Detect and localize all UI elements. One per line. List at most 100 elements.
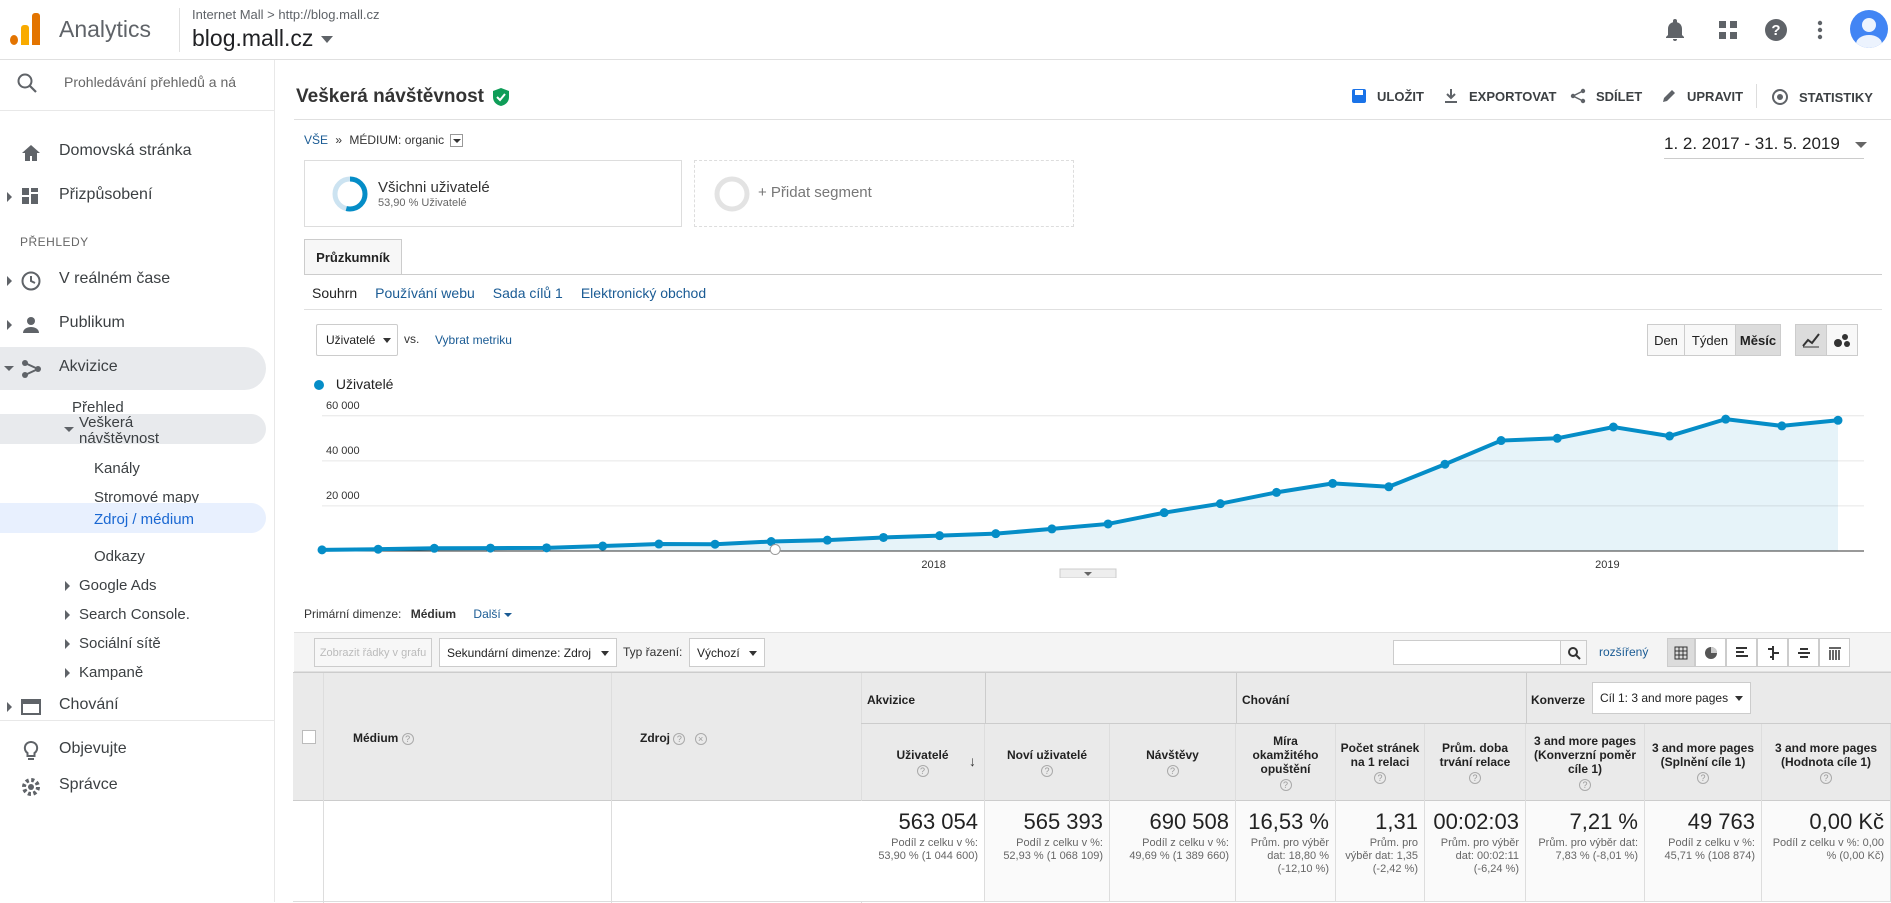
data-point[interactable] xyxy=(935,531,945,541)
bell-icon[interactable] xyxy=(1661,16,1689,44)
data-point[interactable] xyxy=(1328,478,1338,488)
help-icon[interactable]: ? xyxy=(1820,772,1832,784)
table-search-input[interactable] xyxy=(1393,640,1561,665)
advanced-filter-link[interactable]: rozšířený xyxy=(1599,645,1649,659)
col-header-metric[interactable]: Počet stránek na 1 relaci? xyxy=(1336,724,1425,801)
sidebar-item-home[interactable]: Domovská stránka xyxy=(0,142,266,166)
comparison-view-icon[interactable] xyxy=(1757,638,1788,667)
data-point[interactable] xyxy=(766,537,776,547)
filter-all-link[interactable]: VŠE xyxy=(304,133,329,147)
goal-select[interactable]: Cíl 1: 3 and more pages xyxy=(1592,682,1751,714)
sidebar-item-behavior[interactable]: Chování xyxy=(0,696,266,720)
segment-all-users[interactable]: Všichni uživatelé 53,90 % Uživatelé xyxy=(304,160,682,227)
primary-dimension-medium[interactable]: Médium xyxy=(410,607,457,621)
share-button[interactable]: SDÍLET xyxy=(1570,88,1642,104)
line-chart-toggle[interactable] xyxy=(1795,324,1827,356)
data-point[interactable] xyxy=(1103,519,1113,529)
data-point[interactable] xyxy=(1047,524,1057,534)
edit-button[interactable]: UPRAVIT xyxy=(1661,88,1743,104)
secondary-dimension-select[interactable]: Sekundární dimenze: Zdroj xyxy=(439,638,617,667)
col-header-metric[interactable]: 3 and more pages (Splnění cíle 1)? xyxy=(1645,724,1762,801)
interval-week-button[interactable]: Týden xyxy=(1684,324,1736,356)
data-point[interactable] xyxy=(878,532,888,542)
data-point[interactable] xyxy=(1608,422,1618,432)
col-header-metric[interactable]: Uživatelé? ↓ xyxy=(861,724,985,801)
sidebar-item-customization[interactable]: Přizpůsobení xyxy=(0,186,266,210)
metric-select[interactable]: Uživatelé xyxy=(316,324,398,356)
term-cloud-view-icon[interactable] xyxy=(1788,638,1819,667)
remove-dimension-icon[interactable]: × xyxy=(694,732,707,745)
help-icon[interactable]: ? xyxy=(1697,772,1709,784)
data-point[interactable] xyxy=(1833,415,1843,425)
data-point[interactable] xyxy=(373,544,383,554)
help-icon[interactable]: ? xyxy=(1579,779,1591,791)
select-metric-link[interactable]: Vybrat metriku xyxy=(435,333,512,347)
interval-day-button[interactable]: Den xyxy=(1647,324,1685,356)
data-point[interactable] xyxy=(1496,436,1506,446)
performance-view-icon[interactable] xyxy=(1726,638,1757,667)
data-point[interactable] xyxy=(991,529,1001,539)
data-point[interactable] xyxy=(1384,482,1394,492)
annotation-icon[interactable] xyxy=(769,544,781,556)
help-icon[interactable]: ? xyxy=(1374,772,1386,784)
motion-chart-toggle[interactable] xyxy=(1826,324,1858,356)
search-input[interactable]: Prohledávání přehledů a ná xyxy=(64,74,237,90)
data-point[interactable] xyxy=(1440,459,1450,469)
data-point[interactable] xyxy=(1272,487,1282,497)
col-header-metric[interactable]: 3 and more pages (Hodnota cíle 1)? xyxy=(1762,724,1891,801)
col-header-metric[interactable]: 3 and more pages (Konverzní poměr cíle 1… xyxy=(1526,724,1645,801)
sidebar-item-realtime[interactable]: V reálném čase xyxy=(0,270,266,294)
analytics-logo[interactable] xyxy=(10,13,40,45)
data-point[interactable] xyxy=(654,539,664,549)
insights-button[interactable]: STATISTIKY xyxy=(1771,88,1873,106)
help-icon[interactable]: ? xyxy=(1041,765,1053,777)
data-point[interactable] xyxy=(1665,431,1675,441)
sort-type-select[interactable]: Výchozí xyxy=(689,638,765,667)
help-icon[interactable]: ? xyxy=(916,765,929,777)
add-segment-button[interactable]: + Přidat segment xyxy=(694,160,1074,227)
more-vert-icon[interactable] xyxy=(1806,16,1834,44)
plot-rows-button[interactable]: Zobrazit řádky v grafu xyxy=(314,638,432,667)
data-point[interactable] xyxy=(598,541,608,551)
help-icon[interactable]: ? xyxy=(1166,765,1179,777)
data-table-view-icon[interactable] xyxy=(1667,638,1695,667)
col-header-medium[interactable]: Médium ? xyxy=(353,731,414,745)
help-icon[interactable]: ? xyxy=(1279,779,1292,791)
pie-view-icon[interactable] xyxy=(1695,638,1726,667)
col-header-metric[interactable]: Míra okamžitého opuštění? xyxy=(1236,724,1336,801)
data-point[interactable] xyxy=(822,535,832,545)
data-point[interactable] xyxy=(429,543,439,553)
sort-desc-icon[interactable]: ↓ xyxy=(969,753,976,769)
subtab-goal-set[interactable]: Sada cílů 1 xyxy=(492,285,563,301)
col-header-metric[interactable]: Prům. doba trvání relace? xyxy=(1425,724,1526,801)
col-header-metric[interactable]: Návštěvy? xyxy=(1110,724,1236,801)
avatar[interactable] xyxy=(1850,10,1888,48)
subtab-ecommerce[interactable]: Elektronický obchod xyxy=(580,285,707,301)
subtab-summary[interactable]: Souhrn xyxy=(312,285,358,301)
interval-month-button[interactable]: Měsíc xyxy=(1735,324,1781,356)
help-icon[interactable]: ? xyxy=(1469,772,1481,784)
table-search-button[interactable] xyxy=(1560,640,1587,665)
data-point[interactable] xyxy=(1215,499,1225,509)
sidebar-item-acquisition[interactable]: Akvizice xyxy=(0,358,266,382)
sidebar-item-audience[interactable]: Publikum xyxy=(0,314,266,338)
data-point[interactable] xyxy=(1777,421,1787,431)
filter-dropdown[interactable] xyxy=(450,134,464,148)
property-selector[interactable]: blog.mall.cz xyxy=(192,25,334,52)
sidebar-search[interactable]: Prohledávání přehledů a ná xyxy=(0,72,266,96)
data-point[interactable] xyxy=(317,545,327,555)
pivot-view-icon[interactable] xyxy=(1819,638,1850,667)
tab-explorer[interactable]: Průzkumník xyxy=(304,239,402,274)
sidebar-item-admin[interactable]: Správce xyxy=(0,776,266,800)
sidebar-item-discover[interactable]: Objevujte xyxy=(0,740,266,764)
account-breadcrumb[interactable]: Internet Mall > http://blog.mall.cz xyxy=(192,7,380,22)
more-dimensions[interactable]: Další xyxy=(473,607,501,621)
export-button[interactable]: EXPORTOVAT xyxy=(1443,88,1556,104)
subtab-site-usage[interactable]: Používání webu xyxy=(375,285,475,301)
help-icon[interactable]: ? xyxy=(1762,16,1790,44)
data-point[interactable] xyxy=(1721,414,1731,424)
save-button[interactable]: ULOŽIT xyxy=(1351,88,1424,104)
select-all-checkbox[interactable] xyxy=(302,730,316,744)
users-line-chart[interactable]: 60 000 40 000 20 000 2018 2019 xyxy=(304,393,1882,578)
data-point[interactable] xyxy=(710,539,720,549)
